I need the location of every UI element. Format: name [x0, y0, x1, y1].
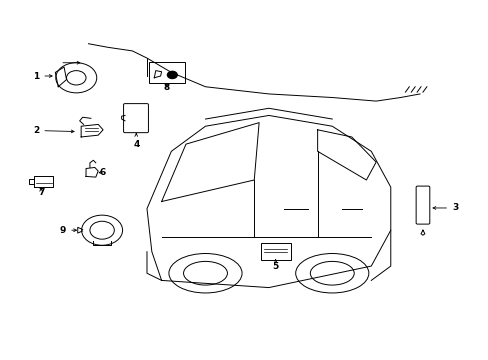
Text: 4: 4 [133, 134, 139, 149]
Text: 5: 5 [272, 260, 278, 271]
Text: 8: 8 [163, 83, 170, 92]
Text: 1: 1 [33, 72, 52, 81]
Circle shape [167, 71, 177, 78]
Text: 6: 6 [99, 168, 106, 177]
Text: 9: 9 [60, 226, 76, 235]
Text: 7: 7 [38, 188, 44, 197]
Text: 3: 3 [432, 203, 457, 212]
Text: 2: 2 [33, 126, 74, 135]
